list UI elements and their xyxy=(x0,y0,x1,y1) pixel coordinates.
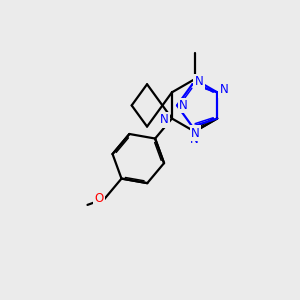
Text: N: N xyxy=(191,127,200,140)
Text: N: N xyxy=(190,133,199,146)
Text: N: N xyxy=(160,113,169,127)
Text: N: N xyxy=(194,75,203,88)
Text: N: N xyxy=(179,99,188,112)
Text: O: O xyxy=(94,192,104,205)
Text: N: N xyxy=(219,83,228,97)
